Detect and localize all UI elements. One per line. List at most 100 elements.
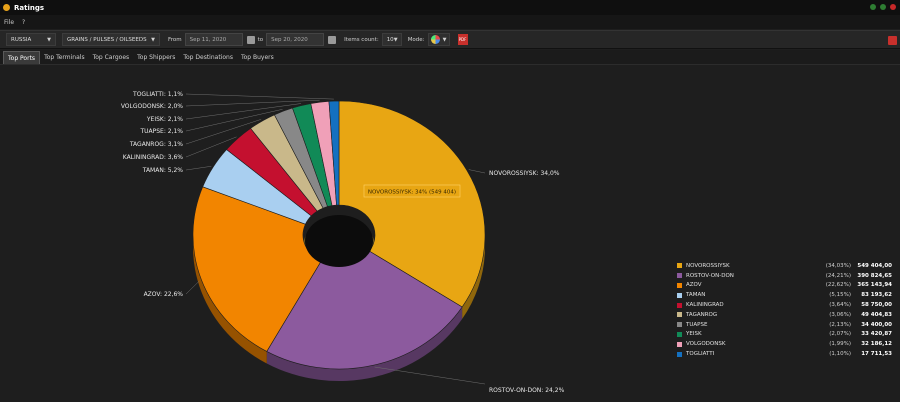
slice-label: TUAPSE: 2,1% <box>139 128 183 135</box>
chart-legend: NOVOROSSIYSK (34,03%) 549 404,00 ROSTOV-ON-… <box>677 261 892 359</box>
tab-top-destinations[interactable]: Top Destinations <box>183 54 233 61</box>
legend-percent: (5,15%) <box>829 292 851 299</box>
chart-tooltip: NOVOROSSIYSK: 34% (549 404) <box>363 184 461 198</box>
legend-swatch <box>677 263 682 269</box>
legend-item[interactable]: TAGANROG (3,06%) 49 404,83 <box>677 310 892 320</box>
items-count-value: 10 <box>386 36 394 43</box>
legend-name: AZOV <box>686 282 702 289</box>
items-count-label: Items count: <box>344 36 379 43</box>
slice-label: YEISK: 2,1% <box>146 116 183 123</box>
legend-item[interactable]: VOLGODONSK (1,99%) 32 186,12 <box>677 339 892 349</box>
legend-percent: (24,21%) <box>825 272 851 279</box>
label-leader-line <box>468 169 486 174</box>
from-date-value: Sep 11, 2020 <box>189 36 227 43</box>
calendar-icon[interactable] <box>246 35 255 44</box>
pdf-export-icon[interactable]: PDF <box>457 34 468 45</box>
menu-file[interactable]: File <box>4 18 15 26</box>
legend-name: KALININGRAD <box>686 302 724 309</box>
to-date-input[interactable]: Sep 20, 2020 <box>266 33 325 46</box>
legend-item[interactable]: TUAPSE (2,13%) 34 400,00 <box>677 320 892 330</box>
pie-slice-togliatti[interactable] <box>328 100 340 206</box>
label-leader-line <box>185 119 262 145</box>
slice-label: TAGANROG: 3,1% <box>129 141 183 148</box>
legend-percent: (1,10%) <box>829 351 851 358</box>
maximize-button[interactable] <box>880 4 886 10</box>
legend-name: TOGLIATTI <box>686 351 715 358</box>
tab-top-cargoes[interactable]: Top Cargoes <box>92 54 130 61</box>
label-leader-line <box>185 109 283 132</box>
legend-item[interactable]: YEISK (2,07%) 33 420,87 <box>677 330 892 340</box>
pie-slice-novorossiysk[interactable] <box>338 100 486 308</box>
legend-value: 49 404,83 <box>861 311 892 318</box>
chevron-down-icon: ▼ <box>442 36 447 43</box>
legend-swatch <box>677 312 682 318</box>
legend-percent: (2,07%) <box>829 331 851 338</box>
menu-help[interactable]: ? <box>22 18 26 26</box>
tab-top-ports[interactable]: Top Ports <box>3 51 41 64</box>
legend-name: NOVOROSSIYSK <box>686 262 730 269</box>
label-leader-line <box>185 103 302 120</box>
country-value: RUSSIA <box>11 36 32 43</box>
legend-percent: (3,64%) <box>829 302 851 309</box>
legend-swatch <box>677 302 682 308</box>
label-leader-line <box>185 280 200 295</box>
calendar-icon[interactable] <box>328 35 337 44</box>
legend-value: 390 824,65 <box>857 272 892 279</box>
export-icon[interactable] <box>888 36 897 45</box>
legend-value: 83 193,62 <box>861 292 892 299</box>
tab-top-shippers[interactable]: Top Shippers <box>137 54 176 61</box>
tab-bar: Top Ports Top Terminals Top Cargoes Top … <box>0 50 900 65</box>
pie-chart-icon <box>430 35 440 44</box>
menu-bar: File ? <box>0 15 900 29</box>
legend-swatch <box>677 322 682 328</box>
legend-item[interactable]: AZOV (22,62%) 365 143,94 <box>677 281 892 291</box>
legend-item[interactable]: NOVOROSSIYSK (34,03%) 549 404,00 <box>677 261 892 271</box>
slice-label: TAMAN: 5,2% <box>142 167 184 174</box>
from-label: From <box>168 36 182 43</box>
legend-value: 34 400,00 <box>861 321 892 328</box>
slice-label: ROSTOV-ON-DON: 24,2% <box>489 387 565 394</box>
legend-percent: (2,13%) <box>829 321 851 328</box>
legend-percent: (3,06%) <box>829 311 851 318</box>
close-button[interactable] <box>890 4 896 10</box>
legend-value: 549 404,00 <box>857 262 892 269</box>
legend-item[interactable]: ROSTOV-ON-DON (24,21%) 390 824,65 <box>677 271 892 281</box>
app-icon <box>3 4 10 11</box>
slice-label: AZOV: 22,6% <box>144 291 184 298</box>
to-date-value: Sep 20, 2020 <box>271 36 308 43</box>
chevron-down-icon: ▼ <box>151 36 155 43</box>
legend-value: 365 143,94 <box>857 282 892 289</box>
donut-chart: NOVOROSSIYSK: 34,0% ROSTOV-ON-DON: 24,2% A… <box>121 91 565 394</box>
slice-label: VOLGODONSK: 2,0% <box>121 103 183 110</box>
legend-value: 32 186,12 <box>861 341 892 348</box>
legend-item[interactable]: TAMAN (5,15%) 83 193,62 <box>677 290 892 300</box>
legend-swatch <box>677 273 682 279</box>
legend-swatch <box>677 282 682 288</box>
minimize-button[interactable] <box>870 4 876 10</box>
title-bar: Ratings <box>0 0 900 15</box>
label-leader-line <box>185 93 334 100</box>
legend-name: YEISK <box>686 331 702 338</box>
legend-name: ROSTOV-ON-DON <box>686 272 734 279</box>
slice-label: TOGLIATTI: 1,1% <box>132 91 183 98</box>
from-date-input[interactable]: Sep 11, 2020 <box>184 33 243 46</box>
legend-item[interactable]: KALININGRAD (3,64%) 58 750,00 <box>677 300 892 310</box>
legend-percent: (34,03%) <box>825 262 851 269</box>
country-dropdown[interactable]: RUSSIA ▼ <box>6 33 56 46</box>
legend-name: TAGANROG <box>686 311 718 318</box>
label-leader-line <box>374 366 486 385</box>
legend-item[interactable]: TOGLIATTI (1,10%) 17 711,53 <box>677 349 892 359</box>
commodity-dropdown[interactable]: GRAINS / PULSES / OILSEEDS ▼ <box>62 33 160 46</box>
legend-swatch <box>677 292 682 298</box>
items-count-dropdown[interactable]: 10 ▼ <box>381 33 402 46</box>
to-label: to <box>257 36 264 43</box>
legend-percent: (22,62%) <box>825 282 851 289</box>
slice-label: NOVOROSSIYSK: 34,0% <box>489 170 560 177</box>
tab-top-terminals[interactable]: Top Terminals <box>44 54 85 61</box>
mode-dropdown[interactable]: ▼ <box>427 33 450 46</box>
window-title: Ratings <box>14 3 45 12</box>
tab-top-buyers[interactable]: Top Buyers <box>240 54 274 61</box>
legend-value: 33 420,87 <box>861 331 892 338</box>
commodity-value: GRAINS / PULSES / OILSEEDS <box>67 36 147 43</box>
toolbar: RUSSIA ▼ GRAINS / PULSES / OILSEEDS ▼ Fr… <box>0 30 900 49</box>
